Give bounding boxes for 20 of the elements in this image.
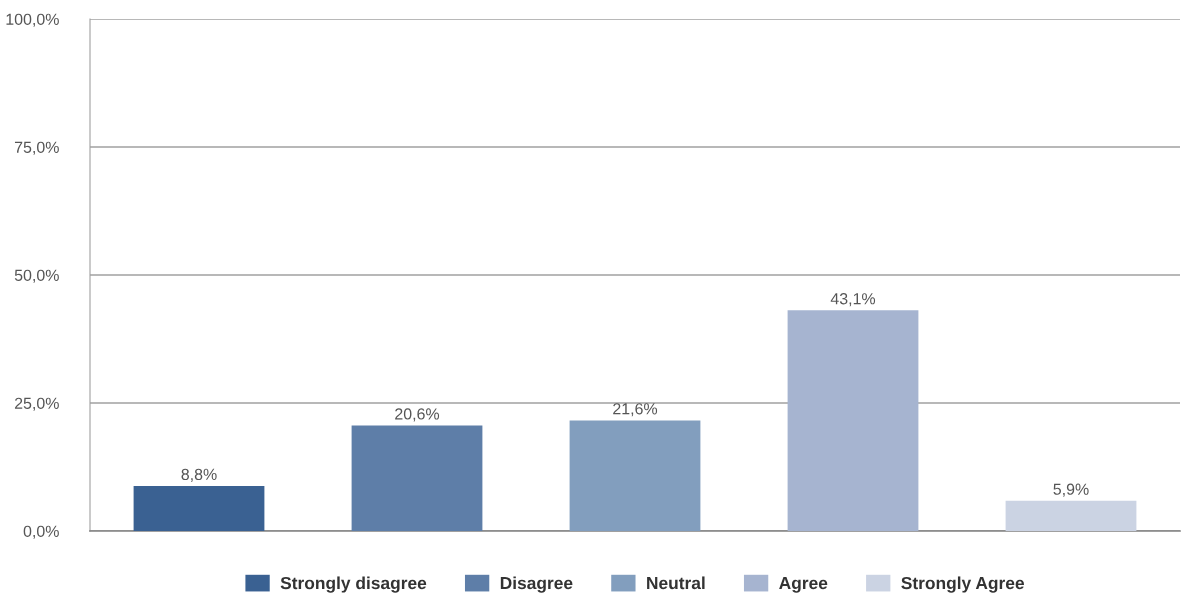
data-label: 5,9% [1053, 483, 1089, 497]
data-label: 21,6% [613, 403, 658, 417]
data-label: 8,8% [181, 468, 217, 482]
legend-label: Agree [779, 577, 828, 593]
y-tick-label: 50,0% [14, 269, 59, 283]
y-tick-label: 100,0% [6, 13, 59, 27]
bar [133, 485, 265, 531]
y-tick-label: 75,0% [14, 141, 59, 155]
legend-label: Neutral [647, 576, 705, 590]
legend-label: Disagree [500, 576, 573, 593]
legend-label: Strongly Agree [901, 576, 1024, 593]
data-label: 20,6% [395, 408, 440, 422]
bar [787, 310, 919, 531]
legend-label: Strongly disagree [280, 576, 427, 593]
bar [569, 420, 701, 531]
y-tick-label: 25,0% [14, 397, 59, 411]
y-tick-label: 0,0% [23, 525, 59, 539]
bar [1005, 500, 1137, 531]
data-label: 43,1% [830, 293, 876, 307]
bar [351, 425, 483, 531]
